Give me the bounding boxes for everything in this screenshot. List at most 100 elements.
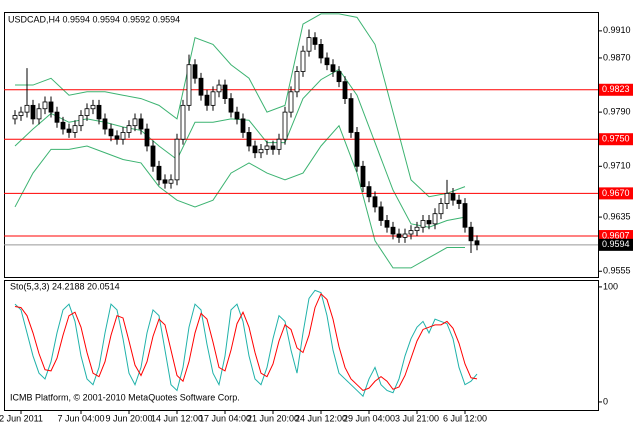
last-price-box xyxy=(599,238,633,251)
level-label-box xyxy=(599,83,633,96)
x-tick-label: 6 Jul 12:00 xyxy=(443,413,487,423)
candle-body xyxy=(54,111,60,123)
candle-body xyxy=(366,186,372,198)
candle-body xyxy=(414,226,420,232)
y-tick-label: 0.9910 xyxy=(603,25,631,35)
main-plot xyxy=(4,13,598,269)
level-label: 0.9823 xyxy=(602,84,630,94)
candle-body xyxy=(108,128,114,137)
candle-body xyxy=(126,125,132,133)
level-label: 0.9607 xyxy=(602,230,630,240)
candle-body xyxy=(360,165,366,188)
band-line xyxy=(14,68,466,228)
candle-body xyxy=(234,111,240,120)
candle-body xyxy=(78,115,84,127)
y-tick-label: 100 xyxy=(603,281,618,291)
stochastic-line xyxy=(14,289,478,398)
candle-body xyxy=(96,104,102,120)
candle-body xyxy=(204,94,210,106)
candle-body xyxy=(300,50,306,72)
last-price-label: 0.9594 xyxy=(602,239,630,249)
candle-body xyxy=(60,121,66,130)
y-tick-label: 0.9555 xyxy=(603,266,631,276)
x-tick-label: 21 Jun 20:00 xyxy=(247,413,299,423)
indicator-title: Sto(5,3,3) 24.2188 20.0514 xyxy=(10,281,120,291)
candle-body xyxy=(36,108,42,120)
candle-body xyxy=(132,118,138,127)
candle-body xyxy=(264,145,270,150)
candle-body xyxy=(432,213,438,225)
candle-body xyxy=(252,145,258,154)
candle-body xyxy=(462,203,468,228)
candle-body xyxy=(468,226,474,242)
candle-body xyxy=(402,233,408,238)
candle-body xyxy=(216,84,222,93)
y-tick-label: 0.9635 xyxy=(603,211,631,221)
candle-body xyxy=(144,128,150,147)
stochastic-line xyxy=(14,292,478,392)
candle-body xyxy=(246,132,252,147)
candle-body xyxy=(24,104,30,113)
candle-body xyxy=(138,118,144,130)
y-tick-label: 0.9870 xyxy=(603,52,631,62)
candle-body xyxy=(408,230,414,235)
candle-body xyxy=(258,148,264,154)
candle-body xyxy=(162,179,168,184)
candle-body xyxy=(72,125,78,133)
candle-body xyxy=(372,196,378,208)
candle-body xyxy=(288,91,294,113)
candle-body xyxy=(18,111,24,116)
level-label: 0.9670 xyxy=(602,188,630,198)
candle-body xyxy=(420,220,426,228)
candle-body xyxy=(174,138,180,181)
x-tick-label: 24 Jun 12:00 xyxy=(295,413,347,423)
candle-body xyxy=(186,64,192,106)
x-tick-label: 9 Jun 20:00 xyxy=(105,413,152,423)
candle-body xyxy=(450,192,456,201)
level-label: 0.9750 xyxy=(602,134,630,144)
candle-body xyxy=(270,145,276,150)
candle-body xyxy=(120,132,126,140)
candle-body xyxy=(294,71,300,93)
x-tick-label: 2 Jun 2011 xyxy=(0,413,43,423)
candle-body xyxy=(456,199,462,204)
x-tick-label: 3 Jul 21:00 xyxy=(395,413,439,423)
candle-body xyxy=(444,192,450,204)
y-tick-label: 0.9790 xyxy=(603,107,631,117)
candle-body xyxy=(222,84,228,99)
y-tick-label: 0.9710 xyxy=(603,161,631,171)
candle-body xyxy=(84,108,90,116)
band-line xyxy=(14,124,465,269)
x-tick-label: 14 Jun 12:00 xyxy=(151,413,203,423)
candle-body xyxy=(66,128,72,133)
candle-body xyxy=(378,206,384,221)
candle-body xyxy=(390,226,396,235)
level-label-box xyxy=(599,187,633,200)
candle-body xyxy=(282,111,288,140)
watermark: ICMB Platform, © 2001-2010 MetaQuotes So… xyxy=(10,392,240,402)
level-label-box xyxy=(599,133,633,146)
candle-body xyxy=(330,64,336,72)
candle-body xyxy=(102,118,108,130)
candle-body xyxy=(438,203,444,215)
chart-title: USDCAD,H4 0.9594 0.9594 0.9592 0.9594 xyxy=(8,14,180,24)
candle-body xyxy=(426,220,432,225)
candle-body xyxy=(48,101,54,113)
candle-body xyxy=(198,77,204,96)
candle-body xyxy=(30,104,36,120)
band-line xyxy=(15,13,466,198)
x-tick-label: 7 Jun 04:00 xyxy=(57,413,104,423)
candle-body xyxy=(90,104,96,110)
candle-body xyxy=(42,101,48,110)
candle-body xyxy=(348,98,354,133)
x-tick-label: 17 Jun 04:00 xyxy=(199,413,251,423)
overlays: 0.9910 0.9870 0.9790 0.9710 0.9635 0.9555 0.98… xyxy=(0,25,633,423)
candle-body xyxy=(354,132,360,167)
candle-body xyxy=(114,135,120,140)
candle-body xyxy=(12,115,18,120)
candle-body xyxy=(396,233,402,238)
candle-body xyxy=(192,64,198,79)
y-tick-label: 0 xyxy=(603,396,608,406)
candle-body xyxy=(324,57,330,66)
